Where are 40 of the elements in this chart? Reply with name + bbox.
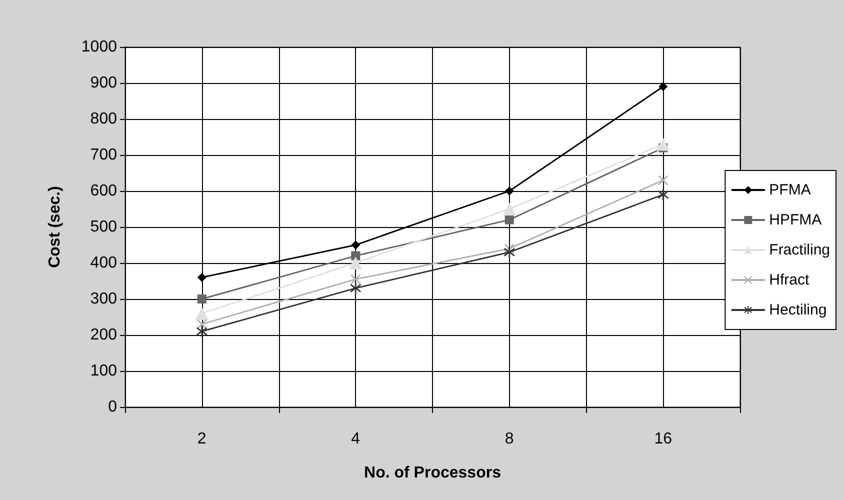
y-tick-label: 1000	[81, 38, 118, 56]
y-tick-label: 400	[90, 254, 118, 272]
legend-label: Hfract	[769, 272, 810, 288]
point	[350, 274, 361, 284]
point	[351, 240, 360, 250]
point	[658, 189, 669, 200]
point	[197, 272, 206, 282]
point	[196, 319, 207, 330]
x-tick-label: 4	[351, 430, 360, 448]
legend-label: Fractiling	[769, 242, 830, 258]
legend-label: Hectiling	[769, 302, 827, 318]
point	[351, 251, 360, 260]
point	[349, 256, 362, 270]
x-axis-title: No. of Processors	[364, 464, 502, 482]
point	[658, 82, 668, 92]
x-tick-label: 8	[504, 430, 514, 448]
y-tick-label: 200	[90, 326, 118, 344]
point	[658, 175, 668, 186]
point	[350, 282, 362, 294]
point	[504, 215, 514, 224]
x-tick-label: 16	[654, 430, 672, 448]
point	[197, 294, 206, 304]
y-tick-label: 100	[90, 362, 118, 380]
legend-label: PFMA	[769, 182, 811, 198]
y-tick-label: 900	[90, 74, 118, 92]
point	[504, 186, 514, 196]
y-tick-label: 600	[90, 182, 118, 200]
y-tick-label: 500	[90, 218, 118, 236]
y-tick-label: 700	[90, 146, 118, 164]
y-tick-label: 300	[90, 290, 118, 308]
point	[502, 202, 516, 216]
x-tick-label: 2	[197, 430, 206, 448]
point	[196, 326, 208, 337]
point	[195, 306, 208, 320]
y-axis-title: Cost (sec.)	[46, 186, 64, 268]
y-tick-label: 800	[90, 110, 118, 128]
point	[504, 246, 515, 258]
legend-label: HPFMA	[769, 212, 822, 228]
point	[656, 138, 670, 151]
y-tick-label: 0	[108, 398, 118, 416]
